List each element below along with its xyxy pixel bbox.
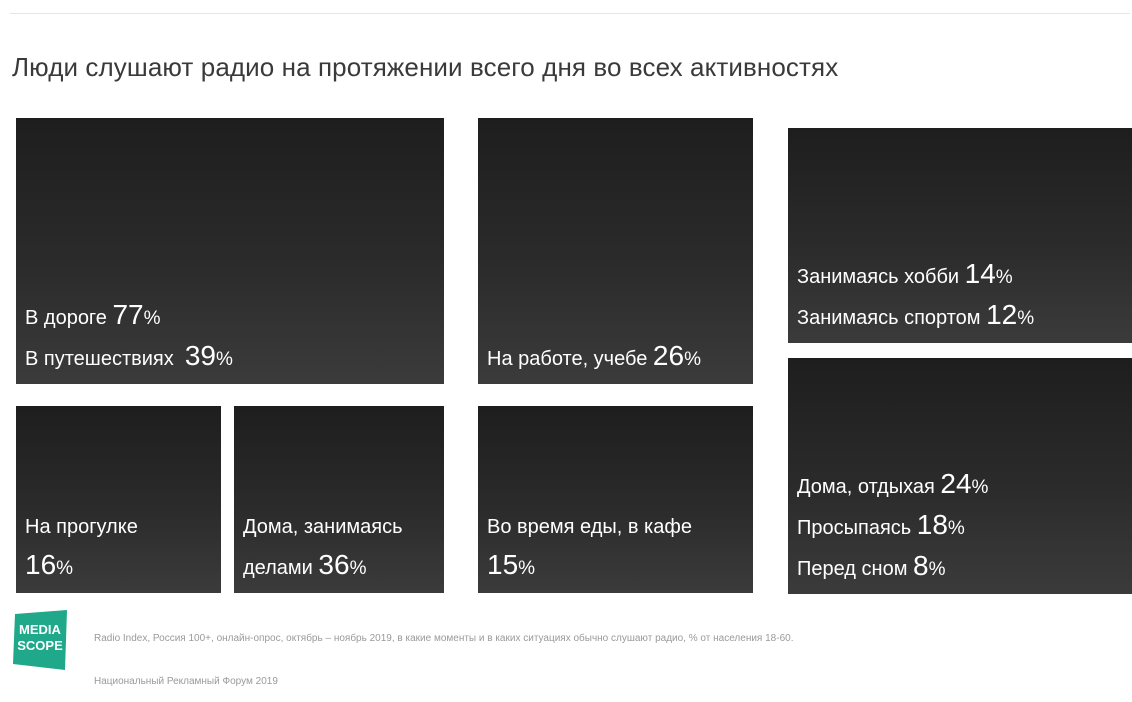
top-rule [10, 13, 1130, 14]
tile-line: 15% [487, 546, 747, 587]
share-value: 18 [916, 509, 948, 540]
activity-label: Перед сном [797, 558, 914, 580]
share-value: 8 [913, 550, 929, 581]
activity-label: На прогулке [25, 516, 138, 538]
logo-shape [13, 610, 67, 670]
activity-label: Занимаясь спортом [797, 307, 987, 329]
activity-label: Во время еды, в кафе [487, 516, 692, 538]
percent-sign: % [143, 308, 161, 329]
share-value: 77 [112, 299, 144, 330]
percent-sign: % [928, 559, 946, 580]
activity-label: Дома, отдыхая [797, 476, 941, 498]
activity-label: В дороге [25, 307, 113, 329]
tile-home-chores: Дома, занимаясь делами 36% [234, 406, 444, 593]
source-footnote: Radio Index, Россия 100+, онлайн-опрос, … [94, 633, 794, 644]
percent-sign: % [684, 349, 701, 370]
tile-hobby-sport: Занимаясь хобби 14% Занимаясь спортом 12% [788, 128, 1132, 343]
forum-footer: Национальный Рекламный Форум 2019 [94, 676, 278, 687]
percent-sign: % [1017, 308, 1035, 329]
tile-line: В путешествиях 39% [25, 337, 438, 378]
mediascope-logo: MEDIA SCOPE [13, 610, 67, 670]
tile-road-travel: В дороге 77% В путешествиях 39% [16, 118, 444, 384]
tile-line: делами 36% [243, 546, 438, 587]
tile-line: На прогулке [25, 509, 215, 546]
tile-home-rest: Дома, отдыхая 24% Просыпаясь 18% Перед сно… [788, 358, 1132, 594]
activity-label: На работе, учебе [487, 348, 653, 370]
activity-label: Дома, занимаясь [243, 516, 403, 538]
tile-work-study: На работе, учебе 26% [478, 118, 753, 384]
percent-sign: % [995, 267, 1013, 288]
percent-sign: % [56, 558, 74, 579]
tile-line: Во время еды, в кафе [487, 509, 747, 546]
tile-line: Перед сном 8% [797, 547, 1126, 588]
tile-line: Просыпаясь 18% [797, 506, 1126, 547]
activity-label: делами [243, 557, 319, 579]
page-title: Люди слушают радио на протяжении всего д… [12, 52, 839, 82]
share-value: 24 [940, 468, 972, 499]
percent-sign: % [971, 477, 989, 498]
percent-sign: % [349, 558, 367, 579]
share-value: 39 [184, 340, 217, 371]
tile-line: Дома, занимаясь [243, 509, 438, 546]
activity-label: В путешествиях [25, 348, 185, 370]
tile-line: В дороге 77% [25, 296, 438, 337]
tile-line: Занимаясь хобби 14% [797, 255, 1126, 296]
tile-line: Дома, отдыхая 24% [797, 465, 1126, 506]
tile-line: На работе, учебе 26% [487, 337, 747, 378]
share-value: 14 [964, 258, 996, 289]
tile-line: Занимаясь спортом 12% [797, 296, 1126, 337]
activity-label: Просыпаясь [797, 517, 917, 539]
percent-sign: % [518, 558, 536, 579]
percent-sign: % [947, 518, 965, 539]
tile-line: 16% [25, 546, 215, 587]
share-value: 16 [25, 549, 57, 580]
tile-walk: На прогулке 16% [16, 406, 221, 593]
tile-eating-cafe: Во время еды, в кафе 15% [478, 406, 753, 593]
logo-line1: MEDIA [19, 622, 62, 637]
share-value: 12 [986, 299, 1018, 330]
share-value: 15 [487, 549, 519, 580]
activity-label: Занимаясь хобби [797, 266, 965, 288]
share-value: 36 [318, 549, 350, 580]
share-value: 26 [652, 340, 685, 371]
logo-line2: SCOPE [17, 638, 63, 653]
percent-sign: % [216, 349, 233, 370]
